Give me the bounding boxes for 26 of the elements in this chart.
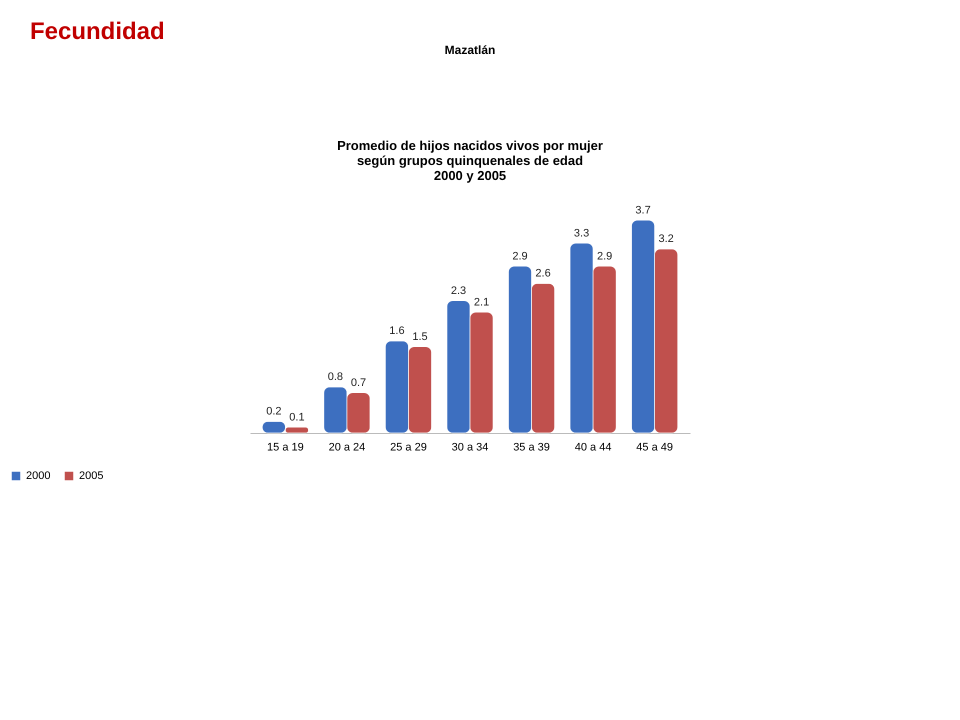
x-tick-label: 45 a 49: [636, 442, 673, 454]
data-label: 2.3: [450, 284, 466, 297]
chart-title: Promedio de hijos nacidos vivos por mujer según grupos quinquenales de edad 2000 y 2005: [337, 138, 603, 183]
x-tick-label: 15 a 19: [267, 442, 304, 454]
data-label: 2.9: [596, 250, 612, 262]
data-label: 0.2: [266, 406, 282, 418]
x-tick-label: 30 a 34: [452, 442, 488, 454]
data-label: 0.7: [350, 376, 366, 389]
data-label: 0.8: [328, 371, 344, 383]
legend-label: 2000: [26, 470, 50, 482]
data-label: 0.1: [289, 411, 305, 424]
data-label: 3.7: [635, 204, 651, 216]
data-label: 3.2: [658, 233, 674, 245]
data-label: 2.9: [512, 250, 528, 262]
text: Fecundidad: [30, 18, 165, 45]
x-tick-label: 25 a 29: [390, 442, 427, 454]
x-tick-label: 35 a 39: [513, 442, 550, 454]
data-label: 2.6: [535, 268, 551, 280]
x-tick-label: 40 a 44: [574, 442, 612, 454]
data-label: 1.5: [412, 330, 428, 343]
x-tick-label: 20 a 24: [328, 442, 366, 454]
data-label: 1.6: [389, 325, 405, 337]
text: Mazatlán: [444, 43, 496, 57]
legend-label: 2005: [79, 470, 104, 482]
data-label: 2.1: [474, 296, 490, 308]
data-label: 3.3: [574, 227, 590, 240]
